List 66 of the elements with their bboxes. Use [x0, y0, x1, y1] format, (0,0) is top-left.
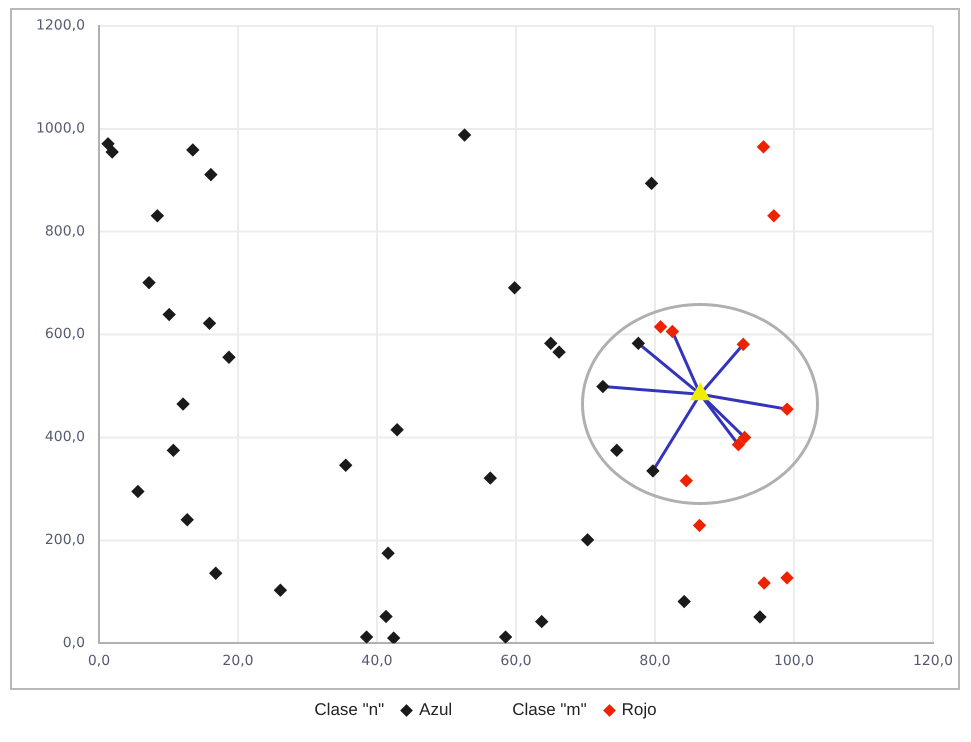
point: [106, 146, 119, 159]
point: [780, 571, 794, 584]
point: [646, 464, 660, 478]
point: [390, 423, 404, 436]
point: [508, 281, 522, 294]
point: [360, 630, 374, 644]
text: Clase "n": [314, 700, 384, 720]
point: [632, 336, 645, 350]
point: [274, 584, 287, 597]
point: [736, 338, 750, 351]
point: [166, 444, 180, 457]
point: [162, 308, 176, 322]
x-tick-label: 60,0: [500, 653, 532, 670]
point: [680, 474, 693, 488]
point: [150, 209, 164, 222]
legend-label: Azul: [419, 700, 452, 720]
x-tick-label: 40,0: [361, 653, 393, 670]
point: [581, 533, 594, 546]
point: [186, 143, 200, 156]
point: [758, 576, 771, 590]
point: [499, 630, 512, 644]
y-tick-label: 1200,0: [36, 18, 85, 34]
point: [732, 438, 745, 452]
point: [180, 513, 194, 526]
point: [738, 430, 752, 444]
point: [654, 320, 668, 334]
point: [645, 176, 658, 190]
y-tick-label: 800,0: [44, 223, 85, 240]
point: [692, 518, 706, 532]
point: [102, 137, 115, 150]
point: [610, 444, 624, 457]
point: [202, 316, 216, 330]
y-tick-label: 400,0: [44, 429, 85, 446]
point: [484, 472, 497, 485]
point: [552, 346, 566, 359]
point: [596, 380, 610, 394]
y-tick-label: 0,0: [62, 634, 85, 651]
y-tick-label: 1000,0: [36, 120, 85, 137]
point: [666, 325, 679, 338]
point: [780, 402, 794, 416]
x-tick-label: 0,0: [88, 653, 110, 670]
x-tick-label: 120,0: [912, 653, 954, 670]
point: [535, 615, 548, 628]
point: [753, 610, 766, 624]
y-tick-label: 200,0: [44, 532, 85, 548]
point: [756, 140, 770, 154]
legend-label: Rojo: [622, 700, 657, 720]
point: [767, 209, 780, 222]
point: [176, 398, 190, 411]
point: [544, 336, 558, 350]
point: [382, 546, 395, 560]
point: [380, 610, 393, 623]
point: [678, 595, 691, 608]
point: [458, 128, 472, 142]
x-tick-label: 100,0: [774, 653, 814, 670]
point: [204, 168, 218, 182]
y-tick-label: 600,0: [44, 326, 85, 342]
point: [387, 632, 400, 644]
point: [142, 276, 156, 290]
text: Clase "m": [512, 700, 587, 720]
point: [131, 484, 144, 498]
point: [222, 350, 236, 364]
x-tick-label: 20,0: [222, 653, 254, 670]
point: [209, 566, 222, 580]
x-tick-label: 80,0: [639, 653, 671, 670]
point: [339, 458, 352, 472]
